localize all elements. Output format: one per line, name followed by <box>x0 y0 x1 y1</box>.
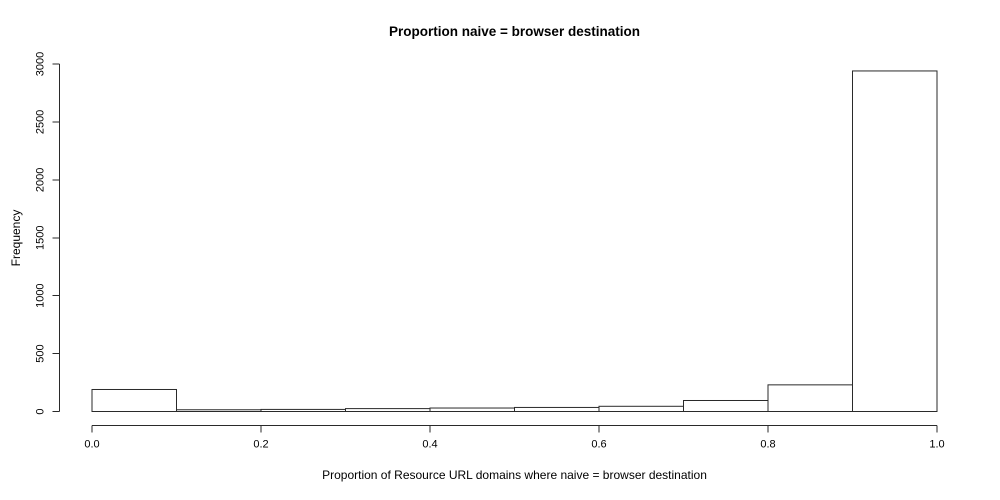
histogram-bar <box>91 388 177 413</box>
histogram-bar <box>767 384 853 413</box>
histogram-bar <box>429 407 515 412</box>
y-tick-label: 3000 <box>35 52 47 76</box>
y-tick-label: 2500 <box>35 110 47 134</box>
y-axis-label: Frequency <box>9 209 23 267</box>
histogram-bar <box>345 408 431 412</box>
histogram-bar <box>514 406 600 412</box>
x-tick-label: 0.2 <box>253 439 268 451</box>
histogram-bar <box>852 70 938 412</box>
x-tick-label: 0.8 <box>760 439 775 451</box>
y-tick-label: 1500 <box>35 226 47 250</box>
x-tick-label: 0.4 <box>422 439 437 451</box>
y-tick-label: 1000 <box>35 283 47 307</box>
histogram-bar <box>683 399 769 412</box>
x-tick-label: 1.0 <box>929 439 944 451</box>
histogram-bar <box>260 408 346 413</box>
y-tick-label: 2000 <box>35 168 47 192</box>
histogram-bar <box>176 409 262 413</box>
chart-title: Proportion naive = browser destination <box>389 24 640 39</box>
y-tick-label: 500 <box>35 344 47 362</box>
x-tick-label: 0.6 <box>591 439 606 451</box>
x-tick-label: 0.0 <box>84 439 99 451</box>
histogram-bar <box>598 405 684 413</box>
y-tick-label: 0 <box>35 408 47 414</box>
x-axis-label: Proportion of Resource URL domains where… <box>322 468 707 482</box>
